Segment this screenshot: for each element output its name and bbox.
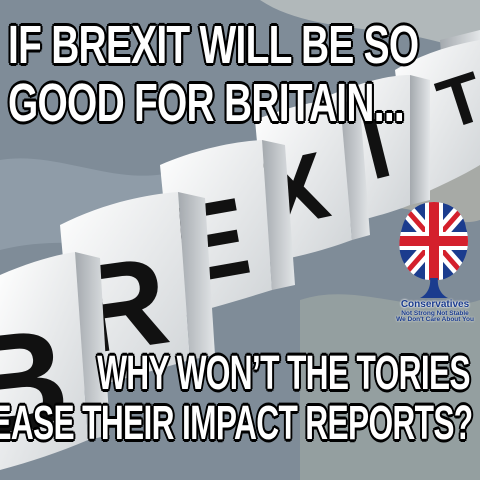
logo-wordmark: Conservatives Not Strong Not Stable We D… bbox=[394, 299, 476, 324]
headline-top-line-2: GOOD FOR BRITAIN... bbox=[8, 73, 405, 133]
headline-top-line-1: IF BREXIT WILL BE SO bbox=[8, 15, 419, 75]
headline-bottom-line-1: WHY WON’T THE TORIES bbox=[97, 347, 470, 400]
logo-tagline-1: Not Strong Not Stable bbox=[401, 309, 469, 317]
conservatives-tree-logo bbox=[399, 202, 469, 298]
headline-bottom-line-2: RELEASE THEIR IMPACT REPORTS? bbox=[0, 397, 473, 450]
logo-name: Conservatives bbox=[400, 299, 470, 310]
cube-b: B bbox=[0, 252, 110, 470]
logo-tagline-2: We Don't Care About You bbox=[396, 316, 474, 324]
